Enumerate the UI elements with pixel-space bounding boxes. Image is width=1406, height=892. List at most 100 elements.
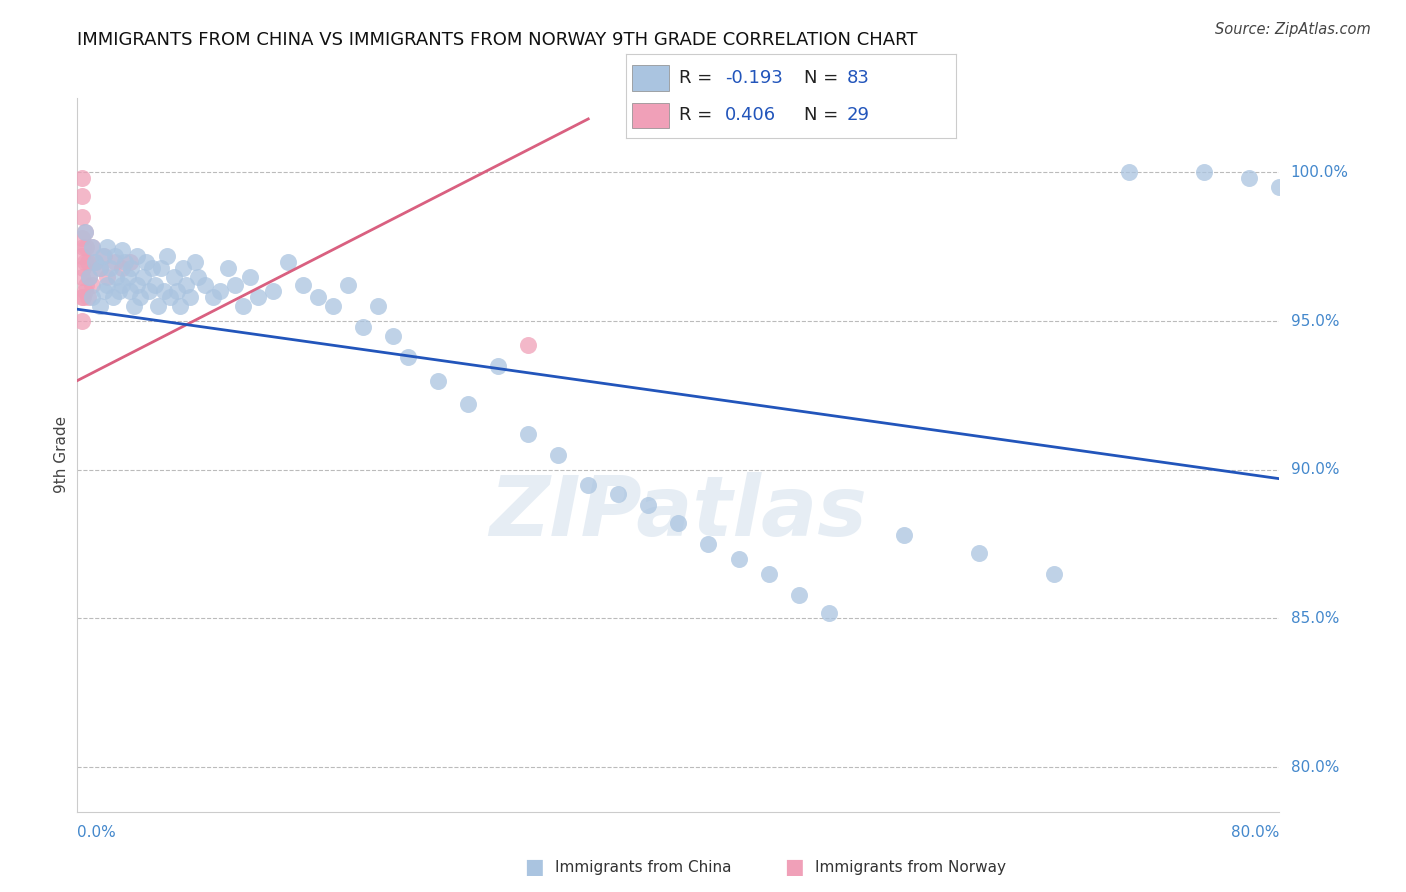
- Text: 29: 29: [846, 106, 870, 124]
- Point: [224, 278, 246, 293]
- Point: [150, 260, 173, 275]
- Point: [72, 240, 94, 254]
- Point: [96, 278, 118, 293]
- Point: [194, 278, 217, 293]
- Text: IMMIGRANTS FROM CHINA VS IMMIGRANTS FROM NORWAY 9TH GRADE CORRELATION CHART: IMMIGRANTS FROM CHINA VS IMMIGRANTS FROM…: [77, 31, 918, 49]
- Point: [111, 278, 134, 293]
- Point: [758, 566, 780, 581]
- Text: 0.0%: 0.0%: [77, 825, 117, 839]
- Point: [70, 189, 93, 203]
- Point: [145, 278, 167, 293]
- Point: [1043, 566, 1066, 581]
- Text: R =: R =: [679, 106, 717, 124]
- Text: ■: ■: [785, 857, 804, 877]
- Point: [668, 516, 690, 531]
- Point: [1194, 165, 1216, 179]
- Point: [637, 499, 659, 513]
- Point: [82, 240, 104, 254]
- FancyBboxPatch shape: [633, 103, 669, 128]
- Text: R =: R =: [679, 69, 717, 87]
- Point: [787, 588, 810, 602]
- Point: [114, 254, 136, 268]
- Point: [576, 477, 599, 491]
- Point: [132, 269, 155, 284]
- Text: ZIPatlas: ZIPatlas: [489, 472, 868, 552]
- Point: [73, 225, 96, 239]
- Point: [141, 260, 163, 275]
- Point: [70, 249, 93, 263]
- Point: [352, 320, 374, 334]
- Point: [607, 486, 630, 500]
- Point: [89, 299, 111, 313]
- Point: [72, 260, 94, 275]
- Point: [117, 269, 139, 284]
- Point: [291, 278, 314, 293]
- Point: [262, 285, 284, 299]
- Point: [367, 299, 389, 313]
- Point: [76, 254, 98, 268]
- Point: [166, 285, 188, 299]
- Point: [70, 290, 93, 304]
- Point: [127, 249, 149, 263]
- Point: [381, 329, 404, 343]
- Point: [76, 290, 98, 304]
- Point: [89, 260, 111, 275]
- Text: -0.193: -0.193: [725, 69, 783, 87]
- Point: [111, 260, 134, 275]
- Point: [697, 537, 720, 551]
- Point: [517, 427, 540, 442]
- Point: [108, 285, 131, 299]
- Point: [186, 269, 209, 284]
- Point: [232, 299, 254, 313]
- Point: [73, 254, 96, 268]
- Point: [135, 254, 157, 268]
- Point: [70, 269, 93, 284]
- Point: [162, 269, 184, 284]
- Point: [547, 448, 569, 462]
- Text: 80.0%: 80.0%: [1291, 760, 1339, 774]
- Point: [307, 290, 329, 304]
- Point: [93, 249, 115, 263]
- Point: [486, 359, 509, 373]
- FancyBboxPatch shape: [633, 65, 669, 91]
- Point: [89, 260, 111, 275]
- Text: Immigrants from China: Immigrants from China: [555, 860, 733, 874]
- Point: [396, 350, 419, 364]
- Point: [246, 290, 269, 304]
- Point: [727, 552, 749, 566]
- Point: [75, 278, 97, 293]
- Text: Immigrants from Norway: Immigrants from Norway: [815, 860, 1007, 874]
- Point: [127, 278, 149, 293]
- Point: [105, 269, 128, 284]
- Text: 83: 83: [846, 69, 870, 87]
- Point: [104, 254, 127, 268]
- Point: [1268, 180, 1291, 194]
- Point: [517, 338, 540, 352]
- Point: [70, 210, 93, 224]
- Point: [82, 240, 104, 254]
- Text: 95.0%: 95.0%: [1291, 314, 1339, 328]
- Point: [427, 374, 450, 388]
- Point: [93, 285, 115, 299]
- Point: [322, 299, 344, 313]
- Point: [153, 285, 176, 299]
- Point: [156, 249, 179, 263]
- Text: ■: ■: [524, 857, 544, 877]
- Text: N =: N =: [804, 106, 844, 124]
- Y-axis label: 9th Grade: 9th Grade: [53, 417, 69, 493]
- Text: 100.0%: 100.0%: [1291, 165, 1348, 180]
- Point: [70, 171, 93, 186]
- Point: [893, 528, 915, 542]
- Point: [172, 260, 194, 275]
- Point: [148, 299, 170, 313]
- Point: [124, 299, 146, 313]
- Point: [72, 290, 94, 304]
- Point: [1118, 165, 1140, 179]
- Text: N =: N =: [804, 69, 844, 87]
- Point: [84, 254, 107, 268]
- Point: [100, 260, 122, 275]
- Point: [104, 249, 127, 263]
- Text: 90.0%: 90.0%: [1291, 462, 1339, 477]
- Point: [70, 314, 93, 328]
- Point: [817, 606, 839, 620]
